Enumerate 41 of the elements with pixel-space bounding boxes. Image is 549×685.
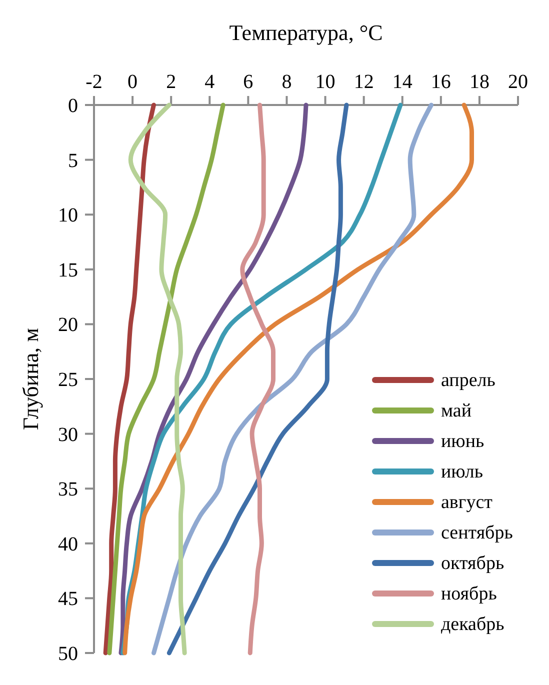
y-tick-label: 40: [58, 533, 78, 556]
x-tick-label: 12: [354, 71, 374, 93]
y-tick-label: 15: [58, 259, 78, 282]
x-tick-label: 6: [243, 71, 254, 93]
legend-label: май: [441, 400, 472, 422]
x-tick-label: 8: [282, 71, 292, 93]
y-axis-title: Глубина, м: [18, 328, 43, 430]
y-tick-label: 0: [68, 95, 78, 117]
legend-label: июль: [441, 462, 484, 482]
line-series: [107, 102, 226, 656]
x-tick-label: 0: [128, 71, 138, 93]
x-tick-label: 18: [469, 71, 490, 93]
x-axis-title: Температура, °C: [229, 20, 383, 45]
legend-label: июнь: [441, 431, 485, 452]
line-series: [240, 102, 276, 656]
x-tick-label: -2: [86, 71, 102, 93]
legend-label: ноябрь: [441, 584, 498, 604]
y-tick-label: 45: [58, 588, 78, 610]
line-series: [166, 102, 349, 656]
x-tick-label: 14: [392, 71, 412, 93]
legend-label: август: [441, 492, 494, 513]
y-tick-label: 5: [68, 150, 78, 172]
legend-label: сентябрь: [441, 522, 514, 544]
x-tick-label: 4: [204, 71, 215, 93]
line-series: [103, 102, 156, 656]
y-tick-label: 20: [58, 314, 78, 336]
y-tick-label: 25: [58, 369, 78, 391]
line-series: [118, 102, 308, 656]
x-tick-label: 20: [508, 71, 528, 93]
x-tick-label: 16: [430, 71, 451, 93]
line-series: [151, 102, 434, 656]
y-tick-label: 10: [58, 204, 78, 227]
y-tick-label: 50: [58, 643, 78, 665]
x-tick-label: 2: [166, 71, 176, 93]
y-tick-label: 35: [58, 478, 78, 501]
x-tick-label: 10: [315, 71, 336, 93]
legend-label: декабрь: [441, 614, 505, 635]
y-tick-label: 30: [58, 424, 78, 446]
legend-label: октябрь: [441, 553, 504, 574]
line-series: [128, 102, 187, 656]
legend-label: апрель: [441, 370, 496, 391]
